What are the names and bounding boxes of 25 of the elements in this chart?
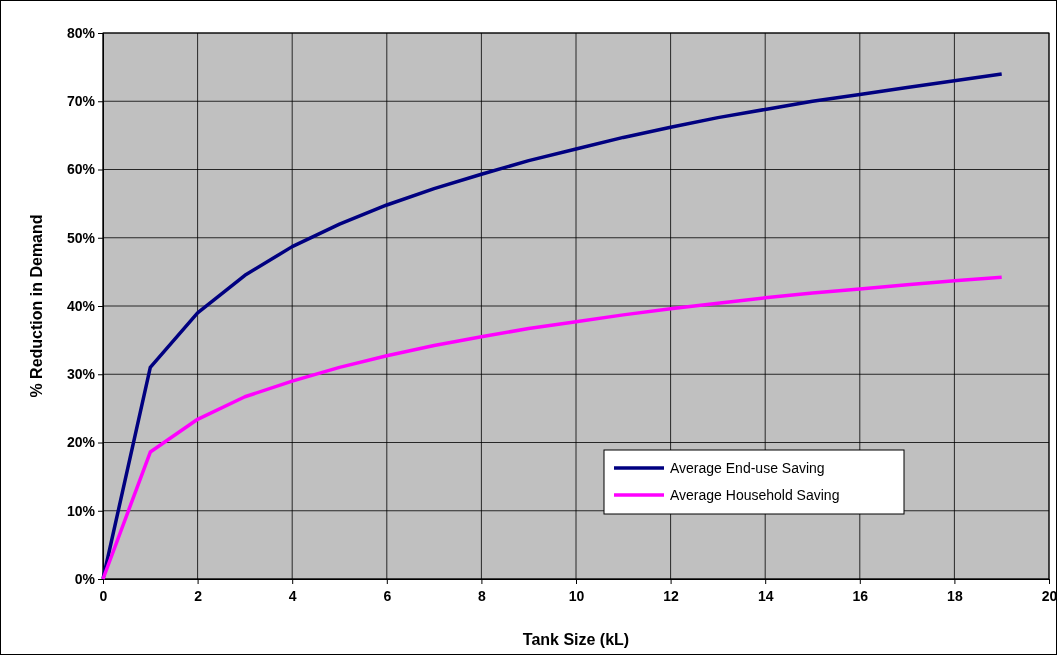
line-series [101,275,1004,581]
line-series [101,72,1004,581]
y-tick-label: 40% [66,297,96,314]
y-tick-label: 30% [66,366,96,383]
x-tick-label: 16 [852,588,869,604]
x-tick-label: 14 [757,588,774,604]
x-tick-label: 8 [478,588,486,604]
y-tick-label: 50% [66,229,96,246]
legend-label: Average Household Saving [670,487,840,503]
legend-label: Average End-use Saving [670,460,825,476]
y-tick-label: 20% [66,434,96,451]
y-tick-label: 0% [74,570,96,587]
x-tick-label: 2 [194,588,203,604]
x-tick-label: 10 [568,588,585,604]
x-tick-label: 6 [383,588,392,604]
y-tick-label: 80% [66,24,96,41]
x-tick-label: 0 [99,588,108,604]
x-axis-title: Tank Size (kL) [522,631,630,648]
x-tick-label: 4 [288,588,297,604]
x-tick-label: 12 [663,588,680,604]
y-tick-label: 60% [66,161,96,178]
y-tick-label: 10% [66,502,96,519]
x-tick-label: 18 [947,588,963,604]
y-axis-title: % Reduction in Demand [28,214,45,398]
y-tick-label: 70% [66,93,96,110]
